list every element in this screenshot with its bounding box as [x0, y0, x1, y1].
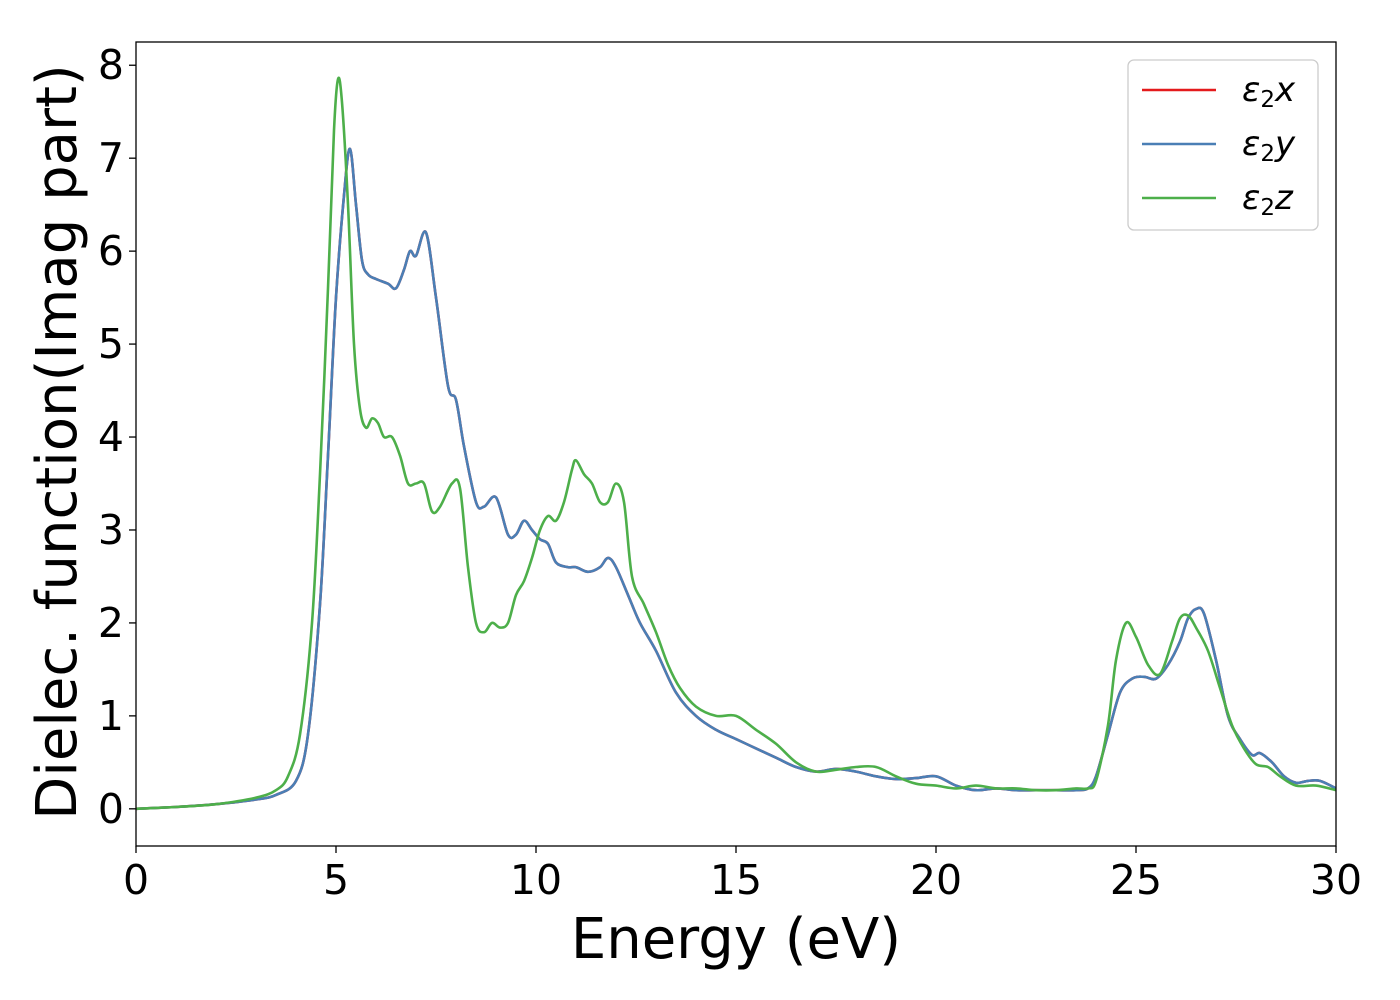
x-tick-label: 5	[323, 856, 349, 904]
y-tick-label: 8	[98, 41, 124, 89]
series-line-z	[135, 76, 1337, 811]
legend-label-y: ε2y	[1242, 124, 1296, 167]
legend-label-x: ε2x	[1242, 70, 1296, 113]
x-tick-label: 20	[910, 856, 962, 904]
x-tick-label: 0	[123, 856, 149, 904]
y-axis-ticks: 0 1 2 3 4 5 6 7 8	[98, 41, 136, 833]
x-axis-label: Energy (eV)	[571, 907, 901, 972]
x-tick-label: 25	[1110, 856, 1162, 904]
x-axis-ticks: 0 5 10 15 20 25 30	[123, 846, 1362, 904]
legend: ε2x ε2y ε2z	[1127, 59, 1319, 231]
x-tick-label: 15	[710, 856, 762, 904]
y-axis-label: Dielec. function(Imag part)	[25, 64, 90, 820]
x-tick-label: 30	[1310, 856, 1362, 904]
y-tick-label: 3	[98, 506, 124, 554]
series-line-x	[135, 147, 1337, 811]
series-line-y	[135, 147, 1337, 811]
y-tick-label: 7	[98, 134, 124, 182]
series-layer	[135, 76, 1337, 811]
legend-box	[1127, 59, 1319, 231]
y-tick-label: 5	[98, 320, 124, 368]
x-tick-label: 10	[510, 856, 562, 904]
y-tick-label: 1	[98, 692, 124, 740]
legend-label-z: ε2z	[1242, 178, 1294, 221]
y-tick-label: 4	[98, 413, 124, 461]
y-tick-label: 2	[98, 599, 124, 647]
y-tick-label: 0	[98, 785, 124, 833]
y-tick-label: 6	[98, 227, 124, 275]
